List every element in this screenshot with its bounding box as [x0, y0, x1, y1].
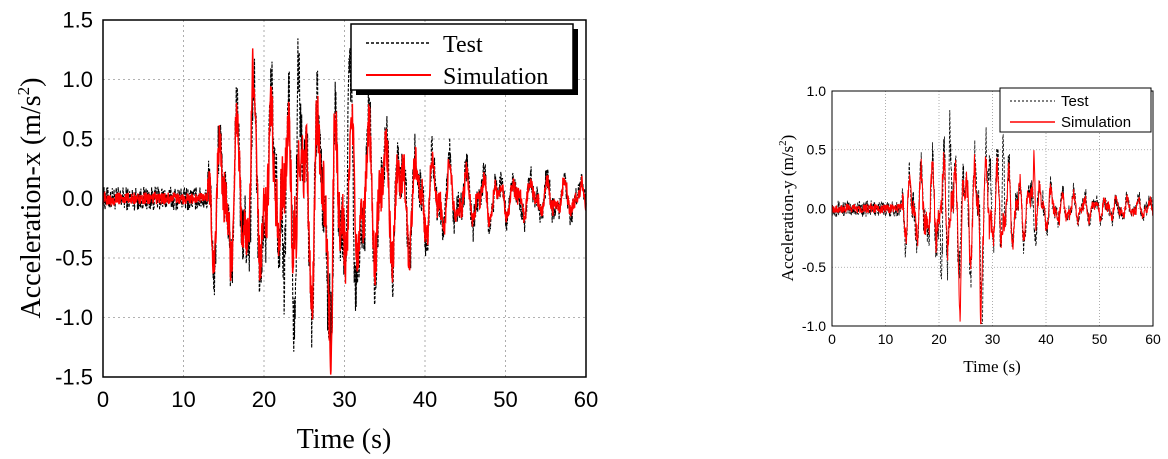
x-tick-label: 0	[97, 387, 109, 412]
series-line-simulation	[102, 48, 587, 375]
tick-group: 0 10 20 30 40 50 60 1.5 1.0 0.5 0.0 -0.5 -1.0 -1.5	[55, 8, 598, 412]
x-tick-label: 0	[828, 331, 836, 347]
chart-acceleration-x: 0 10 20 30 40 50 60 1.5 1.0 0.5 0.0 -0.5 -1.0 -1.5 Ti…	[14, 8, 598, 455]
series-group	[102, 38, 587, 375]
chart-acceleration-y: 0 10 20 30 40 50 601.00.50.0-0.5-1.0 Time (s) …	[777, 83, 1161, 376]
x-tick-label: 60	[1145, 331, 1161, 347]
y-tick-label: -0.5	[802, 259, 826, 275]
plot-frame	[831, 90, 1154, 327]
y-axis-label: Acceleration-y (m/s2)	[777, 135, 797, 282]
x-tick-label: 10	[171, 387, 195, 412]
x-tick-label: 30	[332, 387, 356, 412]
legend-label-simulation: Simulation	[443, 64, 548, 90]
x-tick-label: 40	[1038, 331, 1054, 347]
x-tick-label: 40	[413, 387, 437, 412]
x-tick-label: 50	[493, 387, 517, 412]
y-tick-label: 0.5	[62, 127, 93, 152]
y-tick-label: 1.5	[62, 8, 93, 33]
plot-frame	[102, 19, 587, 378]
x-tick-label: 30	[985, 331, 1001, 347]
x-tick-label: 20	[931, 331, 947, 347]
series-line-simulation	[831, 150, 1154, 325]
legend-label-simulation: Simulation	[1061, 114, 1131, 131]
y-tick-label: 0.0	[62, 186, 93, 211]
legend: Test Simulation	[999, 87, 1152, 133]
y-tick-label: 0.5	[807, 142, 827, 158]
series-group	[831, 109, 1154, 325]
y-tick-label: -1.0	[802, 318, 826, 334]
y-tick-label: -1.5	[55, 365, 93, 390]
legend-label-test: Test	[1061, 93, 1089, 110]
x-tick-label: 50	[1092, 331, 1108, 347]
y-tick-label: -0.5	[55, 246, 93, 271]
x-tick-label: 10	[878, 331, 894, 347]
x-axis-label: Time (s)	[963, 357, 1020, 376]
x-tick-label: 20	[252, 387, 276, 412]
y-axis-label: Acceleration-x (m/s2)	[14, 78, 47, 319]
x-tick-label: 60	[574, 387, 598, 412]
y-tick-label: -1.0	[55, 305, 93, 330]
legend: Test Simulation	[350, 23, 578, 95]
y-tick-label: 1.0	[807, 83, 827, 99]
y-tick-label: 1.0	[62, 67, 93, 92]
x-axis-label: Time (s)	[297, 424, 392, 455]
tick-group: 0 10 20 30 40 50 60 1.0 0.5 0.0 -0.5 -1.0	[802, 83, 1161, 347]
y-tick-label: 0.0	[807, 200, 827, 216]
legend-label-test: Test	[443, 32, 483, 58]
